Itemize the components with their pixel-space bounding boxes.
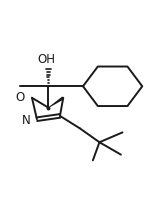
Text: N: N <box>22 114 31 127</box>
Polygon shape <box>48 96 64 108</box>
Text: OH: OH <box>38 53 56 66</box>
Text: O: O <box>15 91 24 104</box>
